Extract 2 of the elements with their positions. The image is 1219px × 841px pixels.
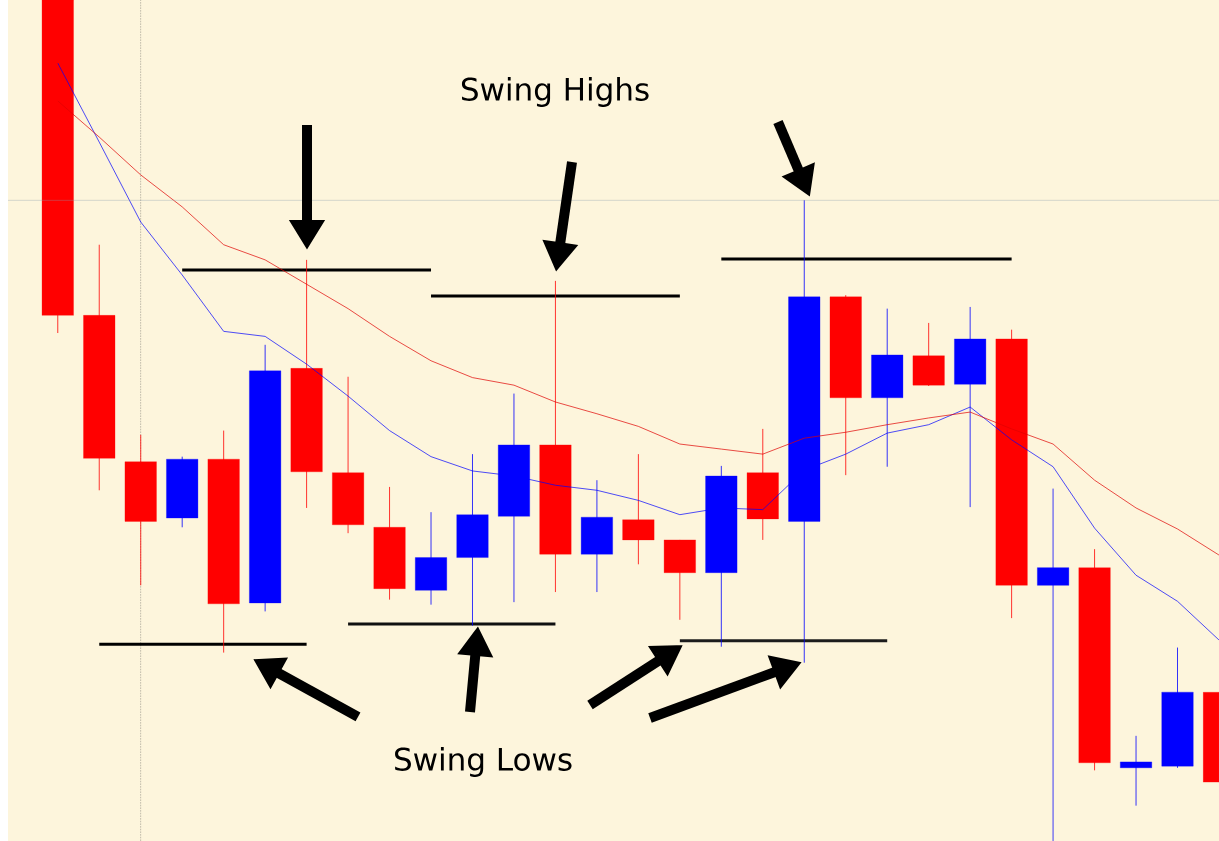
annotation: Swing Lows	[395, 746, 572, 777]
annotation: Swing Highs	[461, 76, 649, 107]
